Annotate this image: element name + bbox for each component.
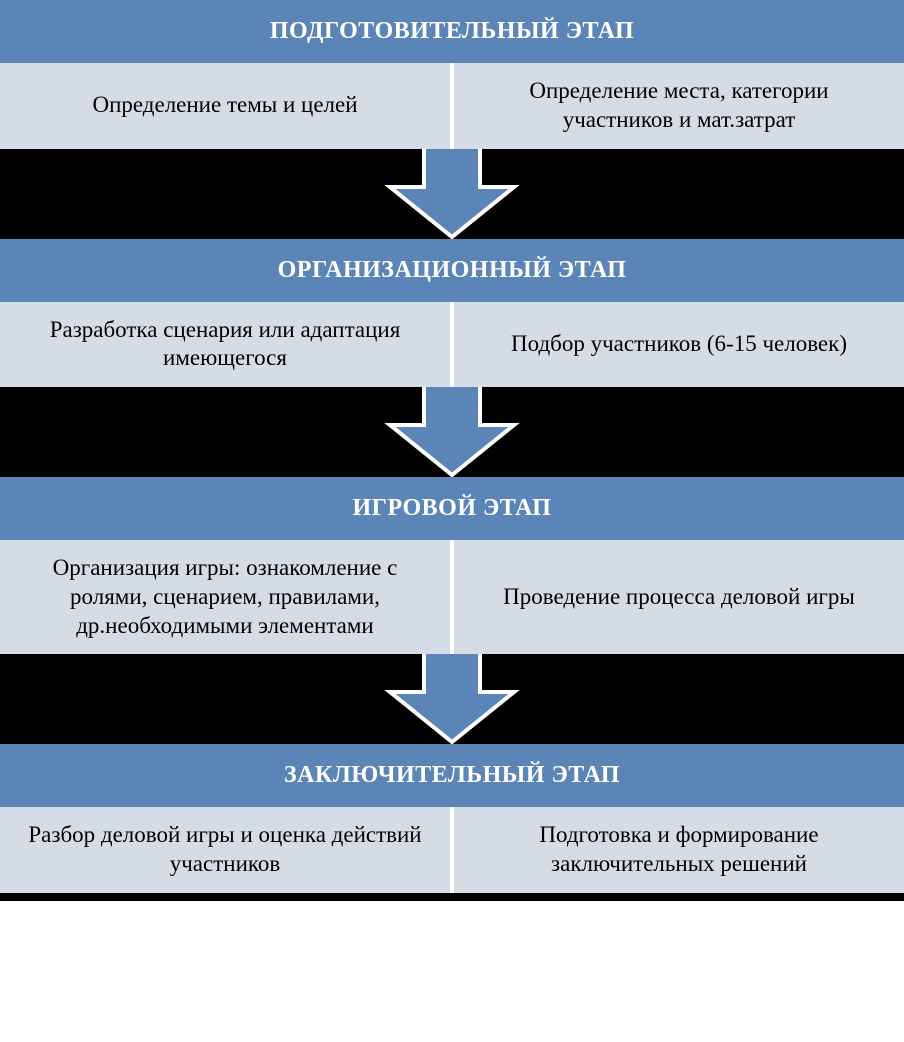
arrow-down-icon (0, 654, 904, 744)
arrow-down-icon (0, 149, 904, 239)
stage-cell-right: Подготовка и формирование заключительных… (454, 807, 904, 893)
stage-cell-right: Проведение процесса деловой игры (454, 540, 904, 654)
flowchart-container: ПОДГОТОВИТЕЛЬНЫЙ ЭТАПОпределение темы и … (0, 0, 904, 901)
stage-header: ОРГАНИЗАЦИОННЫЙ ЭТАП (0, 239, 904, 302)
stage: ИГРОВОЙ ЭТАПОрганизация игры: ознакомлен… (0, 477, 904, 654)
stage-cell-left: Разработка сценария или адаптация имеюще… (0, 302, 454, 388)
arrow-down-icon (0, 387, 904, 477)
stage-body: Разбор деловой игры и оценка действий уч… (0, 807, 904, 893)
stage-cell-left: Разбор деловой игры и оценка действий уч… (0, 807, 454, 893)
stage-body: Организация игры: ознакомление с ролями,… (0, 540, 904, 654)
stage: ПОДГОТОВИТЕЛЬНЫЙ ЭТАПОпределение темы и … (0, 0, 904, 149)
stage: ЗАКЛЮЧИТЕЛЬНЫЙ ЭТАПРазбор деловой игры и… (0, 744, 904, 893)
stage-header: ПОДГОТОВИТЕЛЬНЫЙ ЭТАП (0, 0, 904, 63)
stage-header: ИГРОВОЙ ЭТАП (0, 477, 904, 540)
stage-cell-left: Организация игры: ознакомление с ролями,… (0, 540, 454, 654)
stage: ОРГАНИЗАЦИОННЫЙ ЭТАПРазработка сценария … (0, 239, 904, 388)
stage-body: Определение темы и целейОпределение мест… (0, 63, 904, 149)
stage-cell-right: Подбор участников (6-15 человек) (454, 302, 904, 388)
stage-header: ЗАКЛЮЧИТЕЛЬНЫЙ ЭТАП (0, 744, 904, 807)
bottom-strip (0, 893, 904, 901)
stage-cell-right: Определение места, категории участников … (454, 63, 904, 149)
stage-cell-left: Определение темы и целей (0, 63, 454, 149)
stage-body: Разработка сценария или адаптация имеюще… (0, 302, 904, 388)
